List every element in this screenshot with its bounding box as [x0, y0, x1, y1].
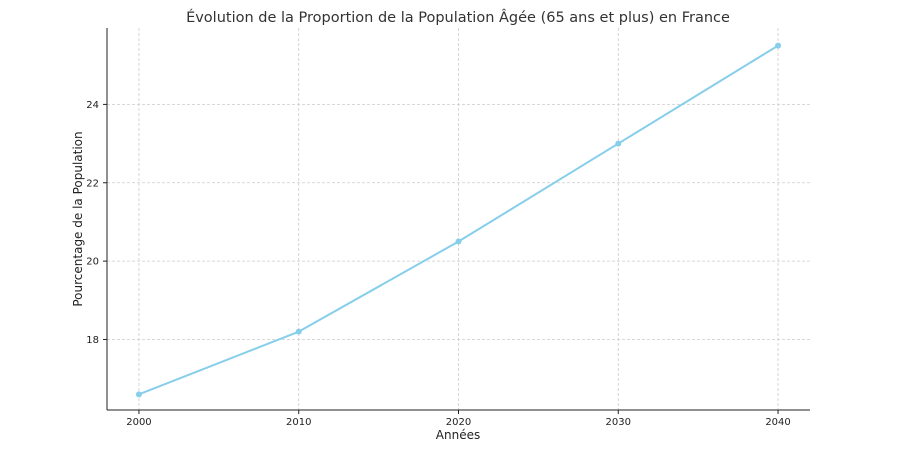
- y-tick-label: 20: [86, 257, 99, 268]
- chart-title: Évolution de la Proportion de la Populat…: [186, 8, 730, 26]
- data-point: [455, 238, 462, 245]
- y-ticks: 18 20 22 24: [86, 100, 107, 346]
- data-point: [615, 140, 622, 147]
- y-tick-label: 24: [86, 100, 99, 111]
- x-tick-label: 2030: [606, 417, 631, 428]
- data-point: [775, 42, 782, 49]
- x-tick-label: 2040: [765, 417, 790, 428]
- data-point: [135, 391, 142, 398]
- data-point: [295, 328, 302, 335]
- x-tick-label: 2020: [446, 417, 471, 428]
- y-tick-label: 22: [86, 178, 99, 189]
- grid-lines: [107, 28, 810, 410]
- x-axis-title: Années: [436, 428, 480, 442]
- x-ticks: 2000 2010 2020 2030 2040: [126, 410, 791, 428]
- y-axis-title: Pourcentage de la Population: [71, 131, 85, 306]
- y-tick-label: 18: [86, 335, 99, 346]
- x-tick-label: 2010: [286, 417, 311, 428]
- x-tick-label: 2000: [126, 417, 151, 428]
- series-group: [135, 42, 782, 398]
